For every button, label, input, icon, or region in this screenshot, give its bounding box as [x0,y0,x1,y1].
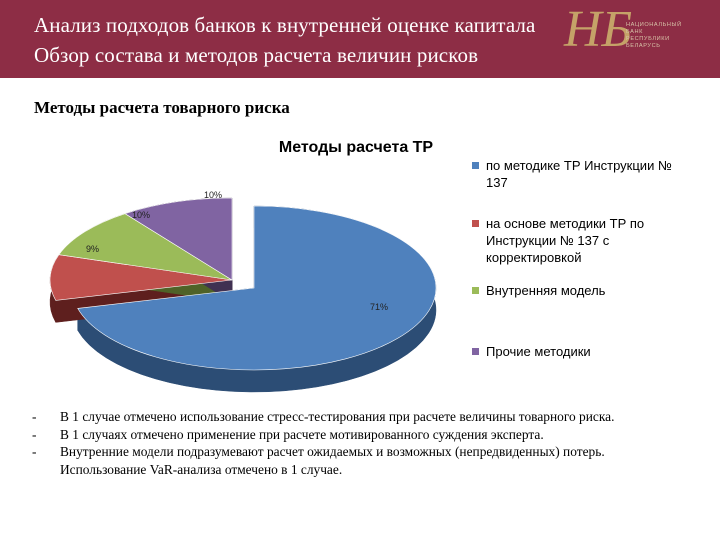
logo-text-line: РЕСПУБЛИКИ [626,36,670,42]
pie-slice [49,254,233,301]
logo-text: НАЦИОНАЛЬНЫЙ БАНК РЕСПУБЛИКИ БЕЛАРУСЬ [626,22,706,50]
pie-slice [58,213,233,281]
note-dash: - [32,409,37,424]
legend-label: по методике ТР Инструкции № [486,158,672,173]
note-item: - В 1 случае отмечено использование стрес… [32,408,692,426]
bank-logo: НБ НАЦИОНАЛЬНЫЙ БАНК РЕСПУБЛИКИ БЕЛАРУСЬ [560,1,710,74]
logo-monogram: НБ [564,1,633,58]
note-dash: - [32,426,37,442]
legend-label: корректировкой [486,250,582,265]
pie-data-label: 10% [132,210,150,220]
legend-label: Внутренняя модель [486,283,606,298]
note-item: - В 1 случаях отмечено применение при рас… [32,426,692,444]
logo-text-line: БЕЛАРУСЬ [626,43,661,49]
note-dash: - [32,444,37,459]
logo-text-line: НАЦИОНАЛЬНЫЙ [626,22,682,28]
logo-text-line: БАНК [626,29,643,35]
legend-label: Инструкции № 137 с [486,233,610,248]
note-item: - Внутренние модели подразумевают расчет … [32,443,692,478]
legend-label: 137 [486,175,508,190]
legend-swatch [472,348,479,355]
note-text: В 1 случаях отмечено применение при расч… [60,426,544,442]
legend-swatch [472,220,479,227]
pie-slice [77,205,437,371]
chart-title: Методы расчета ТР [279,139,434,156]
notes-list: - В 1 случае отмечено использование стрес… [32,408,692,478]
slide-title-line-2: Обзор состава и методов расчета величин … [34,43,479,67]
pie-slice [124,197,233,281]
slide-header: Анализ подходов банков к внутренней оцен… [0,0,720,78]
note-text: Внутренние модели подразумевают расчет о… [60,444,605,477]
slide-title-line-1: Анализ подходов банков к внутренней оцен… [34,13,536,37]
pie-data-label: 9% [86,244,99,254]
pie-data-label: 10% [204,190,222,200]
legend-label: Прочие методики [486,344,591,359]
pie-chart: Методы расчета ТР 71% 9% 10% 10% по методике … [49,139,672,393]
pie-data-label: 71% [370,302,388,312]
legend-swatch [472,162,479,169]
legend-swatch [472,287,479,294]
section-title: Методы расчета товарного риска [34,98,290,117]
legend-label: на основе методики ТР по [486,216,644,231]
note-text: В 1 случае отмечено использование стресс… [60,409,615,424]
